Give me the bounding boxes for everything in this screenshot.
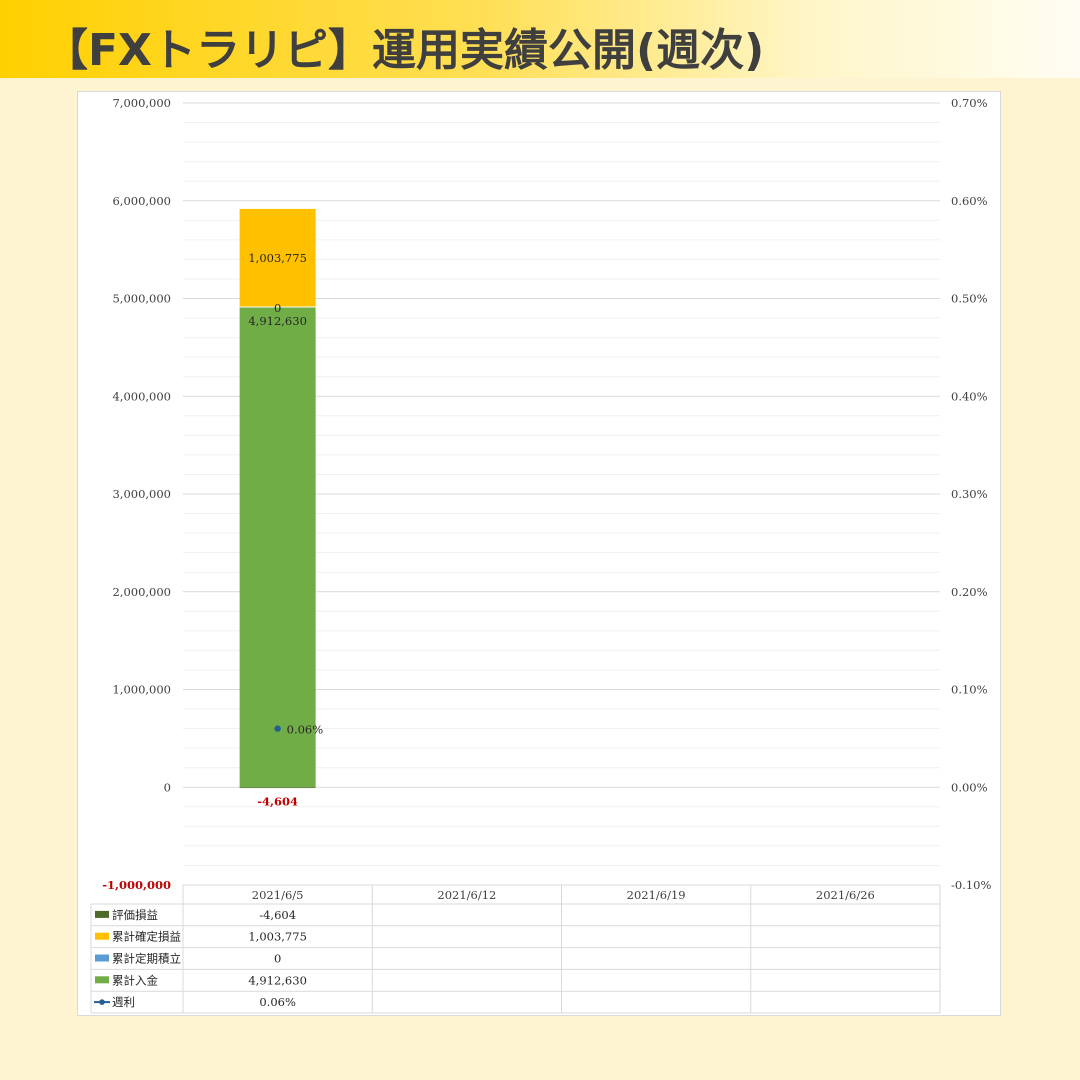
y-right-tick-label: 0.20%	[951, 585, 988, 599]
y-left-tick-label: -1,000,000	[102, 878, 171, 892]
data-label-evaluation-pl: -4,604	[257, 794, 298, 808]
y-right-tick-label: 0.10%	[951, 683, 988, 697]
legend-key	[95, 910, 109, 918]
data-label-regular-savings: 0	[274, 301, 281, 315]
legend-key	[95, 954, 109, 962]
legend-key	[95, 976, 109, 984]
y-left-tick-label: 1,000,000	[112, 683, 171, 697]
y-left-tick-label: 5,000,000	[112, 292, 171, 306]
data-label-realized-pl: 1,003,775	[248, 251, 307, 265]
table-cell-value: 0	[274, 952, 281, 966]
y-left-tick-label: 6,000,000	[112, 194, 171, 208]
y-right-tick-label: 0.70%	[951, 96, 988, 110]
bar-realized-pl	[239, 208, 316, 308]
y-left-tick-label: 7,000,000	[112, 96, 171, 110]
y-left-tick-label: 4,000,000	[112, 389, 171, 403]
legend-label: 累計定期積立	[112, 952, 181, 966]
y-right-tick-label: 0.40%	[951, 389, 988, 403]
y-right-tick-label: 0.30%	[951, 487, 988, 501]
weekly-performance-chart: -1,000,000 0 1,000,000 2,000,000 3,000,000 4,…	[90, 96, 991, 1014]
legend-label: 評価損益	[112, 908, 158, 922]
table-cell-value: 1,003,775	[248, 930, 307, 944]
x-category-label: 2021/6/12	[437, 888, 496, 902]
y-right-tick-label: 0.00%	[951, 780, 988, 794]
line-point-weekly-return	[274, 725, 281, 732]
y-right-tick-label: 0.60%	[951, 194, 988, 208]
legend-label: 累計確定損益	[112, 930, 181, 944]
table-cell-value: 4,912,630	[248, 973, 307, 987]
chart-panel: -1,000,000 0 1,000,000 2,000,000 3,000,000 4,…	[77, 91, 1001, 1016]
y-left-tick-label: 0	[164, 780, 171, 794]
bar-cumulative-deposit	[239, 307, 316, 788]
x-category-label: 2021/6/26	[816, 888, 875, 902]
data-label-weekly-return: 0.06%	[287, 723, 324, 737]
table-cell-value: -4,604	[259, 908, 296, 922]
page-title: 【FXトラリピ】運用実績公開(週次)	[44, 25, 765, 76]
y-right-tick-label: -0.10%	[951, 878, 991, 892]
y-right-tick-label: 0.50%	[951, 292, 988, 306]
header-banner: 【FXトラリピ】運用実績公開(週次)	[0, 0, 1080, 78]
x-category-label: 2021/6/5	[252, 888, 304, 902]
table-cell-value: 0.06%	[259, 995, 296, 1009]
bar-evaluation-pl	[239, 787, 316, 789]
legend-key-weekly-return-marker	[99, 999, 105, 1005]
legend-key	[95, 932, 109, 940]
x-category-label: 2021/6/19	[627, 888, 686, 902]
y-left-tick-label: 2,000,000	[112, 585, 171, 599]
y-left-tick-label: 3,000,000	[112, 487, 171, 501]
legend-label: 週利	[112, 995, 135, 1009]
data-label-cumulative-deposit: 4,912,630	[248, 314, 307, 328]
legend-label: 累計入金	[112, 973, 158, 987]
